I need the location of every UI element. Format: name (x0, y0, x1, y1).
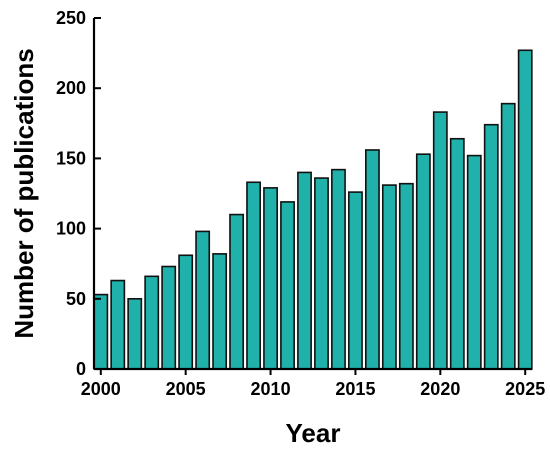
bar-2016 (364, 149, 380, 370)
bar-2009 (246, 181, 262, 370)
x-axis-title: Year (286, 418, 341, 448)
y-tick-label-0: 0 (76, 359, 86, 379)
bar-2003 (144, 275, 160, 370)
bar-2012 (297, 171, 312, 370)
x-tick-label-2000: 2000 (81, 379, 121, 399)
y-tick-label-100: 100 (56, 219, 86, 239)
x-ticks: 2000 2005 2010 2015 2020 2025 (81, 369, 545, 399)
x-tick-label-2025: 2025 (505, 379, 545, 399)
x-tick-label-2005: 2005 (166, 379, 206, 399)
bar-2022 (466, 154, 482, 370)
bar-2011 (280, 201, 295, 370)
bar-2008 (229, 213, 245, 370)
bar-2002 (127, 297, 143, 370)
bar-2020 (432, 111, 448, 370)
y-tick-label-250: 250 (56, 8, 86, 28)
bar-2023 (483, 123, 499, 370)
y-tick-label-150: 150 (56, 148, 86, 168)
bar-2025 (517, 49, 533, 370)
bar-2015 (348, 191, 363, 370)
bar-2018 (398, 182, 414, 370)
bar-2021 (449, 137, 465, 370)
x-tick-label-2015: 2015 (335, 379, 375, 399)
bar-2007 (212, 253, 228, 370)
bar-2005 (178, 254, 194, 370)
bars-layer (93, 49, 533, 370)
bar-2019 (415, 153, 431, 370)
bar-2017 (381, 184, 397, 370)
bar-2010 (263, 187, 278, 370)
x-tick-label-2020: 2020 (420, 379, 460, 399)
y-ticks: 0 50 100 150 200 250 (56, 8, 101, 379)
y-axis-title: Number of publications (9, 48, 39, 338)
y-tick-label-200: 200 (56, 78, 86, 98)
bar-2001 (110, 279, 126, 370)
bar-2006 (195, 230, 211, 370)
bar-2024 (500, 102, 516, 370)
bar-2013 (314, 177, 329, 370)
bar-2000 (93, 293, 109, 370)
bar-2004 (161, 265, 177, 370)
x-tick-label-2010: 2010 (251, 379, 291, 399)
y-tick-label-50: 50 (66, 289, 86, 309)
axes-layer (92, 18, 532, 371)
bar-2014 (331, 168, 346, 370)
